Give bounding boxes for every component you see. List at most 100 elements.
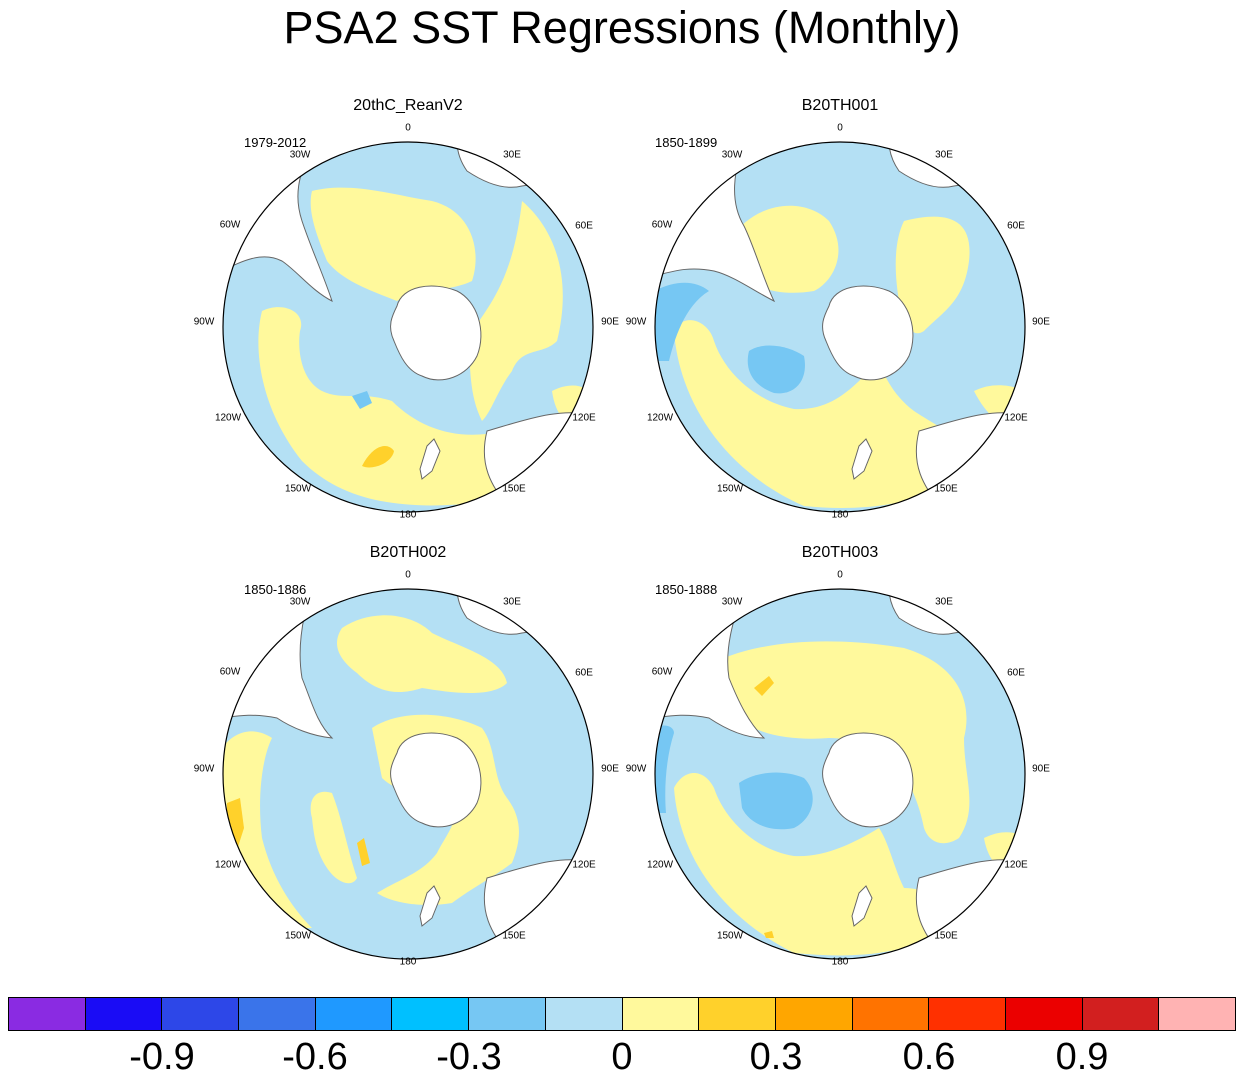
colorbar-tick-label: 0.3 — [749, 1036, 803, 1078]
lon-label: 120W — [214, 859, 242, 871]
panel-period: 1850-1899 — [655, 135, 718, 150]
lon-label: 150E — [502, 483, 526, 495]
lon-label: 90W — [193, 316, 215, 328]
panel-title: 20thC_ReanV2 — [353, 97, 463, 114]
lon-label: 60W — [651, 219, 673, 231]
colorbar-swatch — [1159, 998, 1235, 1030]
lon-label: 0 — [837, 569, 843, 581]
colorbar-swatch — [239, 998, 316, 1030]
colorbar-tick-label: -0.6 — [282, 1036, 348, 1078]
colorbar-swatch — [622, 998, 700, 1030]
positive-anomaly-region — [467, 201, 563, 421]
lon-label: 90E — [601, 316, 619, 328]
lon-label: 30E — [503, 596, 521, 608]
map-panel-1: 20thC_ReanV2 1979-2012 0 30E 60E 90E 120… — [194, 97, 619, 521]
panel-period: 1850-1888 — [655, 582, 718, 597]
lon-label: 150W — [716, 930, 744, 942]
lon-label: 90W — [625, 763, 647, 775]
land-antarctica — [822, 732, 914, 828]
colorbar-swatch — [1082, 998, 1160, 1030]
colorbar-swatch — [545, 998, 623, 1030]
lon-label: 60W — [219, 666, 241, 678]
lon-label: 120E — [572, 859, 596, 871]
positive-anomaly-region — [895, 216, 970, 334]
lon-label: 0 — [837, 122, 843, 134]
strong-negative-anomaly — [747, 345, 805, 394]
lon-label: 120W — [646, 412, 674, 424]
strong-positive-anomaly — [362, 446, 394, 468]
lon-label: 150W — [716, 483, 744, 495]
colorbar-tick-label: 0.9 — [1055, 1036, 1109, 1078]
lon-label: 30W — [289, 149, 311, 161]
positive-anomaly-region — [674, 320, 966, 508]
land-australia — [915, 859, 1025, 959]
land-new-zealand — [419, 438, 441, 480]
lon-label: 150E — [934, 483, 958, 495]
colorbar — [8, 997, 1236, 1031]
lon-label: 90E — [1032, 763, 1050, 775]
colorbar-swatch — [1005, 998, 1083, 1030]
lon-label: 180 — [399, 509, 417, 521]
land-new-zealand — [851, 438, 873, 480]
map-panel-2: B20TH001 1850-1899 0 30E 60E 90E 120E 15… — [626, 97, 1050, 521]
lon-label: 60E — [1007, 220, 1025, 232]
land-antarctica — [822, 285, 914, 381]
land-australia — [483, 412, 593, 512]
lon-label: 150W — [284, 483, 312, 495]
land-australia — [483, 859, 593, 959]
land-antarctica — [390, 285, 482, 381]
colorbar-swatch — [315, 998, 393, 1030]
lon-label: 60E — [575, 667, 593, 679]
land-australia — [915, 412, 1025, 512]
lon-label: 90E — [601, 763, 619, 775]
polar-map — [654, 141, 1026, 513]
strong-negative-anomaly — [655, 282, 709, 361]
lon-label: 30W — [289, 596, 311, 608]
positive-anomaly-region — [337, 615, 507, 693]
colorbar-swatch — [852, 998, 930, 1030]
lon-label: 90W — [625, 316, 647, 328]
strong-negative-anomaly — [655, 725, 674, 813]
lon-label: 90W — [193, 763, 215, 775]
main-title: PSA2 SST Regressions (Monthly) — [283, 2, 961, 53]
colorbar-swatch — [162, 998, 240, 1030]
lon-label: 150E — [934, 930, 958, 942]
panel-title: B20TH001 — [801, 97, 879, 114]
polar-map — [222, 141, 594, 513]
lon-label: 180 — [831, 956, 849, 968]
land-new-zealand — [851, 885, 873, 927]
lon-label: 60W — [651, 666, 673, 678]
lon-label: 120E — [1004, 859, 1028, 871]
positive-anomaly-region — [310, 791, 357, 884]
polar-map — [654, 588, 1026, 960]
lon-label: 60W — [219, 219, 241, 231]
positive-anomaly-region — [724, 641, 970, 844]
lon-label: 30E — [935, 149, 953, 161]
panel-period: 1979-2012 — [244, 135, 307, 150]
lon-label: 90E — [1032, 316, 1050, 328]
lon-label: 0 — [405, 569, 411, 581]
lon-label: 180 — [831, 509, 849, 521]
lon-label: 120E — [572, 412, 596, 424]
colorbar-tick-label: -0.3 — [436, 1036, 502, 1078]
land-antarctica — [390, 732, 482, 828]
lon-label: 0 — [405, 122, 411, 134]
panel-title: B20TH003 — [801, 544, 879, 561]
lon-label: 120W — [646, 859, 674, 871]
map-panel-3: B20TH002 1850-1886 0 30E 60E 90E 120E 15… — [194, 544, 619, 968]
lon-label: 60E — [575, 220, 593, 232]
lon-label: 150E — [502, 930, 526, 942]
panel-period: 1850-1886 — [244, 582, 307, 597]
strong-positive-anomaly — [764, 931, 774, 938]
lon-label: 150W — [284, 930, 312, 942]
lon-label: 30E — [935, 596, 953, 608]
colorbar-swatch — [929, 998, 1006, 1030]
lon-label: 30W — [721, 596, 743, 608]
colorbar-swatch — [85, 998, 163, 1030]
colorbar-swatch — [9, 998, 86, 1030]
polar-map — [222, 588, 594, 960]
lon-label: 60E — [1007, 667, 1025, 679]
lon-label: 30W — [721, 149, 743, 161]
strong-positive-anomaly — [357, 838, 370, 866]
strong-negative-anomaly — [739, 772, 813, 830]
